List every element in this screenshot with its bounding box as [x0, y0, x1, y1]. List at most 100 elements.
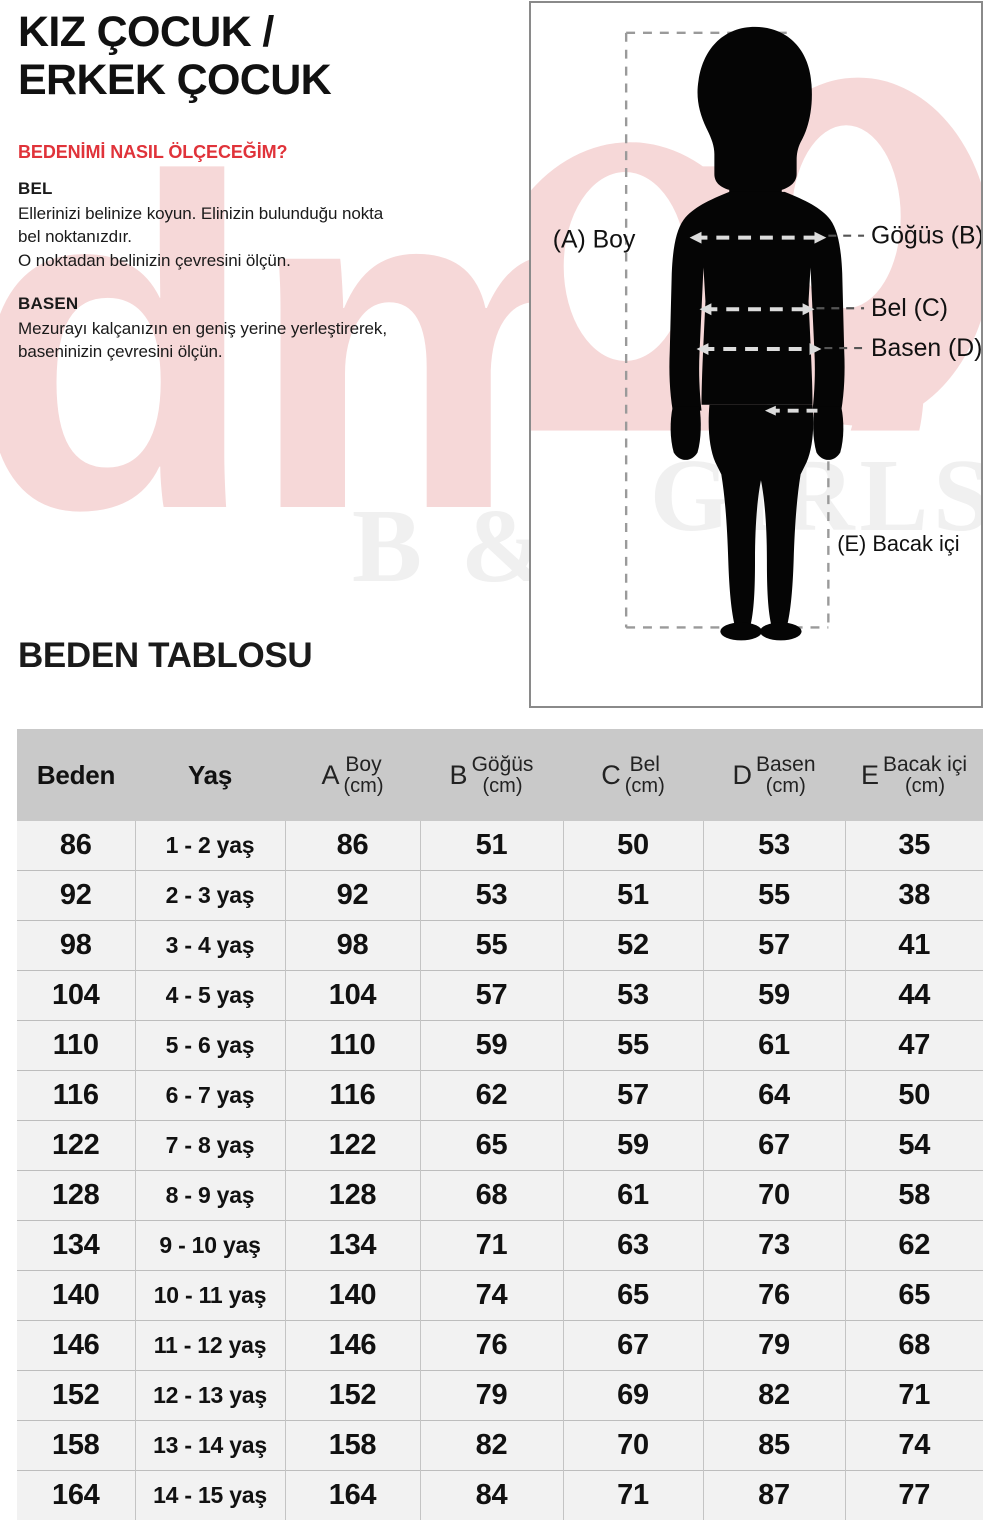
body-diagram-svg: GIRLS [531, 3, 981, 706]
cell-yas: 2 - 3 yaş [135, 871, 285, 921]
col-header-gogus-code: B [450, 760, 468, 791]
cell-bel: 67 [563, 1321, 703, 1371]
col-header-bel-name: Bel [630, 754, 660, 776]
cell-boy: 164 [285, 1471, 420, 1520]
measure-desc-basen: Mezurayı kalçanızın en geniş yerine yerl… [18, 317, 513, 363]
cell-bacak-ici: 35 [845, 821, 983, 871]
cell-beden: 164 [17, 1471, 135, 1520]
table-header: Beden Yaş A Boy (cm) B Göğüs [17, 729, 983, 821]
cell-bacak-ici: 44 [845, 971, 983, 1021]
measure-block-bel: BEL Ellerinizi belinize koyun. Elinizin … [18, 179, 513, 271]
cell-bacak-ici: 47 [845, 1021, 983, 1071]
col-header-boy-unit: (cm) [344, 776, 384, 797]
cell-bacak-ici: 77 [845, 1471, 983, 1520]
col-header-gogus: B Göğüs (cm) [420, 729, 563, 821]
cell-boy: 86 [285, 821, 420, 871]
col-header-bacak-ici-name: Bacak içi [883, 754, 967, 776]
cell-gogus: 53 [420, 871, 563, 921]
cell-boy: 116 [285, 1071, 420, 1121]
cell-yas: 1 - 2 yaş [135, 821, 285, 871]
table-header-row: Beden Yaş A Boy (cm) B Göğüs [17, 729, 983, 821]
how-to-measure-heading: BEDENİMİ NASIL ÖLÇECEĞİM? [18, 142, 513, 163]
col-header-bel-code: C [601, 760, 621, 791]
measure-term-bel: BEL [18, 179, 513, 199]
col-header-bacak-ici: E Bacak içi (cm) [845, 729, 983, 821]
cell-boy: 146 [285, 1321, 420, 1371]
cell-bel: 55 [563, 1021, 703, 1071]
measure-term-basen: BASEN [18, 294, 513, 314]
col-header-yas-label: Yaş [188, 760, 232, 790]
cell-beden: 140 [17, 1271, 135, 1321]
cell-bel: 71 [563, 1471, 703, 1520]
measure-block-basen: BASEN Mezurayı kalçanızın en geniş yerin… [18, 294, 513, 363]
cell-bacak-ici: 54 [845, 1121, 983, 1171]
height-label: (A) Boy [553, 227, 636, 254]
cell-basen: 82 [703, 1371, 845, 1421]
cell-beden: 104 [17, 971, 135, 1021]
cell-boy: 140 [285, 1271, 420, 1321]
cell-gogus: 74 [420, 1271, 563, 1321]
col-header-yas: Yaş [135, 729, 285, 821]
cell-basen: 64 [703, 1071, 845, 1121]
cell-gogus: 55 [420, 921, 563, 971]
cell-bel: 65 [563, 1271, 703, 1321]
cell-yas: 8 - 9 yaş [135, 1171, 285, 1221]
cell-beden: 86 [17, 821, 135, 871]
cell-beden: 92 [17, 871, 135, 921]
cell-bel: 61 [563, 1171, 703, 1221]
cell-boy: 134 [285, 1221, 420, 1271]
cell-bacak-ici: 38 [845, 871, 983, 921]
cell-bacak-ici: 65 [845, 1271, 983, 1321]
cell-gogus: 62 [420, 1071, 563, 1121]
cell-boy: 110 [285, 1021, 420, 1071]
cell-bacak-ici: 58 [845, 1171, 983, 1221]
cell-yas: 3 - 4 yaş [135, 921, 285, 971]
cell-basen: 53 [703, 821, 845, 871]
size-table-title: BEDEN TABLOSU [18, 636, 312, 676]
cell-beden: 116 [17, 1071, 135, 1121]
cell-boy: 128 [285, 1171, 420, 1221]
cell-bel: 50 [563, 821, 703, 871]
col-header-bacak-ici-unit: (cm) [905, 776, 945, 797]
cell-basen: 76 [703, 1271, 845, 1321]
page-title: KIZ ÇOCUK / ERKEK ÇOCUK [18, 8, 513, 104]
info-panel: KIZ ÇOCUK / ERKEK ÇOCUK BEDENİMİ NASIL Ö… [18, 8, 513, 385]
cell-bel: 51 [563, 871, 703, 921]
cell-boy: 104 [285, 971, 420, 1021]
col-header-boy-name: Boy [345, 754, 381, 776]
cell-boy: 158 [285, 1421, 420, 1471]
cell-yas: 12 - 13 yaş [135, 1371, 285, 1421]
cell-boy: 152 [285, 1371, 420, 1421]
cell-bel: 63 [563, 1221, 703, 1271]
cell-gogus: 65 [420, 1121, 563, 1171]
cell-beden: 134 [17, 1221, 135, 1271]
cell-basen: 55 [703, 871, 845, 921]
cell-basen: 73 [703, 1221, 845, 1271]
size-chart-table: Beden Yaş A Boy (cm) B Göğüs [17, 729, 983, 1520]
cell-gogus: 82 [420, 1421, 563, 1471]
cell-beden: 122 [17, 1121, 135, 1171]
cell-beden: 152 [17, 1371, 135, 1421]
cell-basen: 70 [703, 1171, 845, 1221]
cell-beden: 146 [17, 1321, 135, 1371]
inseam-label: (E) Bacak içi [837, 531, 959, 556]
cell-yas: 9 - 10 yaş [135, 1221, 285, 1271]
col-header-basen-unit: (cm) [766, 776, 806, 797]
col-header-boy-code: A [322, 760, 340, 791]
cell-bacak-ici: 41 [845, 921, 983, 971]
body-measurement-diagram: GIRLS [529, 1, 983, 708]
cell-beden: 128 [17, 1171, 135, 1221]
cell-gogus: 51 [420, 821, 563, 871]
col-header-gogus-unit: (cm) [483, 776, 523, 797]
measure-desc-bel: Ellerinizi belinize koyun. Elinizin bulu… [18, 202, 513, 271]
col-header-gogus-name: Göğüs [472, 754, 534, 776]
cell-gogus: 84 [420, 1471, 563, 1520]
